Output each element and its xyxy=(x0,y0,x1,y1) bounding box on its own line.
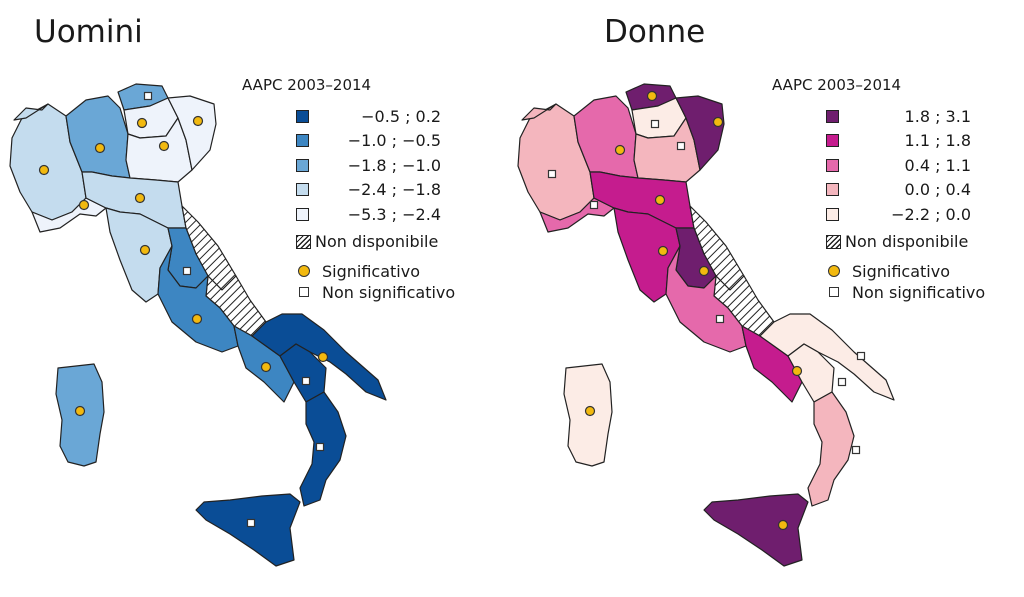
legend-class-5: −5.3 ; −2.4 xyxy=(242,202,455,227)
hatch-icon xyxy=(296,234,311,249)
italy-map-women xyxy=(517,83,895,567)
not-significant-marker xyxy=(676,141,686,151)
significant-marker xyxy=(74,405,86,417)
significant-marker xyxy=(791,365,803,377)
not-significant-marker xyxy=(715,314,725,324)
legend-significant: Significativo xyxy=(772,261,985,282)
not-significant-marker xyxy=(182,266,192,276)
square-icon xyxy=(829,287,839,297)
not-significant-marker xyxy=(315,442,325,452)
legend-class-2: −1.0 ; −0.5 xyxy=(242,129,455,154)
map-panel-women: Donne xyxy=(512,0,1024,597)
italy-map-men xyxy=(9,83,387,567)
legend-not-significant: Non significativo xyxy=(772,282,985,303)
panel-title: Donne xyxy=(604,14,706,50)
hatch-icon xyxy=(826,234,841,249)
legend-significant: Significativo xyxy=(242,261,455,282)
region-lazio xyxy=(157,245,239,353)
significant-marker xyxy=(584,405,596,417)
region-basilicata xyxy=(279,343,327,403)
square-icon xyxy=(299,287,309,297)
region-basilicata xyxy=(787,343,835,403)
significant-marker xyxy=(317,351,329,363)
legend-class-1: 1.8 ; 3.1 xyxy=(772,104,985,129)
legend-title: AAPC 2003–2014 xyxy=(772,76,902,94)
significant-marker xyxy=(78,199,90,211)
not-significant-marker xyxy=(547,169,557,179)
significant-marker xyxy=(646,90,658,102)
legend-class-2: 1.1 ; 1.8 xyxy=(772,129,985,154)
region-valle-daosta xyxy=(521,103,557,121)
significant-marker xyxy=(260,361,272,373)
circle-icon xyxy=(828,265,840,277)
not-significant-marker xyxy=(851,445,861,455)
not-significant-marker xyxy=(650,119,660,129)
significant-marker xyxy=(614,144,626,156)
legend-class-4: −2.4 ; −1.8 xyxy=(242,178,455,203)
significant-marker xyxy=(139,244,151,256)
significant-marker xyxy=(192,115,204,127)
region-friuli xyxy=(167,95,217,171)
significant-marker xyxy=(158,140,170,152)
not-significant-marker xyxy=(143,91,153,101)
legend-not-available: Non disponibile xyxy=(772,229,985,255)
legend-class-4: 0.0 ; 0.4 xyxy=(772,178,985,203)
legend-not-available: Non disponibile xyxy=(242,229,455,255)
region-calabria xyxy=(807,391,855,507)
legend-title: AAPC 2003–2014 xyxy=(242,76,372,94)
region-valle-daosta xyxy=(13,103,49,121)
region-sicilia xyxy=(703,493,809,567)
circle-icon xyxy=(298,265,310,277)
legend-men: AAPC 2003–2014 −0.5 ; 0.2 −1.0 ; −0.5 −1… xyxy=(242,76,455,303)
significant-marker xyxy=(657,245,669,257)
legend-not-significant: Non significativo xyxy=(242,282,455,303)
region-puglia xyxy=(759,313,895,401)
not-significant-marker xyxy=(589,200,599,210)
panel-title: Uomini xyxy=(34,14,143,50)
legend-class-5: −2.2 ; 0.0 xyxy=(772,202,985,227)
region-puglia xyxy=(251,313,387,401)
map-panel-men: Uomini xyxy=(9,14,455,567)
legend-class-3: 0.4 ; 1.1 xyxy=(772,153,985,178)
significant-marker xyxy=(136,117,148,129)
significant-marker xyxy=(712,116,724,128)
region-sicilia xyxy=(195,493,301,567)
not-significant-marker xyxy=(301,376,311,386)
legend-class-3: −1.8 ; −1.0 xyxy=(242,153,455,178)
significant-marker xyxy=(38,164,50,176)
significant-marker xyxy=(777,519,789,531)
significant-marker xyxy=(191,313,203,325)
significant-marker xyxy=(94,142,106,154)
significant-marker xyxy=(134,192,146,204)
region-lazio xyxy=(665,245,747,353)
not-significant-marker xyxy=(837,377,847,387)
legend-women: AAPC 2003–2014 1.8 ; 3.1 1.1 ; 1.8 0.4 ;… xyxy=(772,76,985,303)
region-friuli xyxy=(675,95,725,171)
not-significant-marker xyxy=(246,518,256,528)
legend-class-1: −0.5 ; 0.2 xyxy=(242,104,455,129)
significant-marker xyxy=(654,194,666,206)
significant-marker xyxy=(698,265,710,277)
not-significant-marker xyxy=(856,351,866,361)
